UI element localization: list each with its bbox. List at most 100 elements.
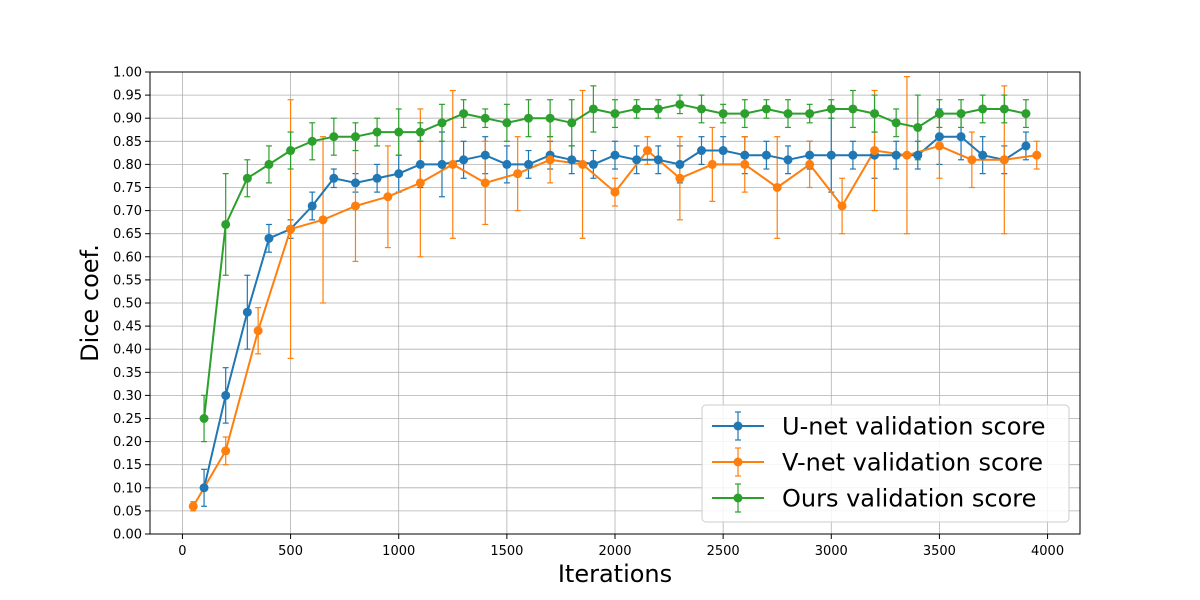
ours-validation-score-point [783,109,793,119]
x-tick-label: 2000 [598,544,631,559]
legend-v-net-validation-score-marker [733,457,743,467]
u-net-validation-score-point [307,201,317,211]
u-net-validation-score-point [697,146,707,156]
u-net-validation-score-point [242,307,252,317]
v-net-validation-score-point [448,159,458,169]
u-net-validation-score-point [783,155,793,165]
u-net-validation-score-point [415,159,425,169]
ours-validation-score-point [913,122,923,132]
u-net-validation-score-point [459,155,469,165]
ours-validation-score-point [826,104,836,114]
ours-validation-score-point [761,104,771,114]
v-net-validation-score-point [253,326,263,336]
x-tick-label: 4000 [1031,544,1064,559]
ours-validation-score-point [718,109,728,119]
y-tick-label: 0.10 [113,481,142,496]
ours-validation-score-point [242,173,252,183]
axis-ticks: 0 500 1000 1500 2000 2500 3000 3500 4000 0.00 0.05… [113,66,1064,560]
u-net-validation-score-point [1021,141,1031,151]
v-net-validation-score-point [837,201,847,211]
y-tick-label: 0.50 [113,297,142,312]
ours-validation-score-point [264,159,274,169]
v-net-validation-score-point [221,446,231,456]
v-net-validation-score-point [675,173,685,183]
u-net-validation-score-point [199,483,209,493]
u-net-validation-score-point [588,159,598,169]
v-net-validation-score-point [805,159,815,169]
y-tick-label: 0.30 [113,389,142,404]
ours-validation-score-point [1021,109,1031,119]
ours-validation-score-point [415,127,425,137]
u-net-validation-score-point [848,150,858,160]
x-axis-title: Iterations [558,560,672,588]
y-tick-label: 0.20 [113,435,142,450]
u-net-validation-score-point [978,150,988,160]
v-net-validation-score-point [642,146,652,156]
u-net-validation-score-point [350,178,360,188]
legend-ours-validation-score-marker [733,493,743,503]
v-net-validation-score-point [934,141,944,151]
y-axis-title: Dice coef. [76,244,104,362]
y-tick-label: 0.40 [113,343,142,358]
u-net-validation-score-point [480,150,490,160]
x-tick-label: 2500 [707,544,740,559]
v-net-validation-score-point [967,155,977,165]
y-tick-label: 0.25 [113,412,142,427]
ours-validation-score-point [480,113,490,123]
v-net-validation-score-point [1032,150,1042,160]
ours-validation-score-point [372,127,382,137]
y-tick-label: 0.75 [113,181,142,196]
v-net-validation-score-point [350,201,360,211]
u-net-validation-score-point [913,150,923,160]
u-net-validation-score-point [632,155,642,165]
ours-validation-score-point [567,118,577,128]
ours-validation-score-point [286,146,296,156]
ours-validation-score-point [956,109,966,119]
u-net-validation-score-point [718,146,728,156]
ours-validation-score-point [588,104,598,114]
ours-validation-score-point [675,99,685,109]
x-tick-label: 1000 [382,544,415,559]
v-net-validation-score-point [286,224,296,234]
u-net-validation-score-point [502,159,512,169]
u-net-validation-score-point [675,159,685,169]
v-net-validation-score-point [545,155,555,165]
y-tick-label: 0.70 [113,204,142,219]
v-net-validation-score-point [480,178,490,188]
ours-validation-score-point [545,113,555,123]
ours-validation-score-point [307,136,317,146]
x-tick-label: 3000 [815,544,848,559]
u-net-validation-score-point [523,159,533,169]
ours-validation-score-point [934,109,944,119]
u-net-validation-score-point [934,132,944,142]
u-net-validation-score-point [437,159,447,169]
ours-validation-score-point [394,127,404,137]
v-net-validation-score-point [415,178,425,188]
ours-validation-score-point [437,118,447,128]
ours-validation-score-point [610,109,620,119]
ours-validation-score-point [740,109,750,119]
x-tick-label: 0 [178,544,186,559]
ours-validation-score-point [459,109,469,119]
u-net-validation-score-point [891,150,901,160]
v-net-validation-score-point [740,159,750,169]
u-net-validation-score-point [372,173,382,183]
y-tick-label: 0.80 [113,158,142,173]
ours-validation-score-point [502,118,512,128]
ours-validation-score-point [329,132,339,142]
ours-validation-score-point [350,132,360,142]
legend-u-net-validation-score-label: U-net validation score [782,413,1046,441]
ours-validation-score-point [870,109,880,119]
y-tick-label: 0.35 [113,366,142,381]
ours-validation-score-point [848,104,858,114]
v-net-validation-score-point [707,159,717,169]
x-tick-label: 3500 [923,544,956,559]
v-net-validation-score-point [772,183,782,192]
u-net-validation-score-point [329,173,339,183]
legend-ours-validation-score-label: Ours validation score [782,485,1036,513]
v-net-validation-score-point [870,146,880,156]
u-net-validation-score-point [761,150,771,160]
series-markers [188,99,1042,511]
ours-validation-score-point [221,219,231,229]
